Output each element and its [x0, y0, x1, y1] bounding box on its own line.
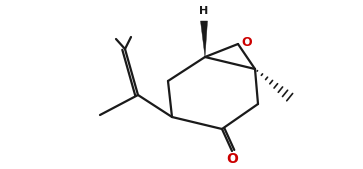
Text: H: H [199, 6, 209, 16]
Polygon shape [200, 21, 208, 57]
Text: O: O [226, 152, 238, 166]
Text: O: O [242, 37, 252, 50]
